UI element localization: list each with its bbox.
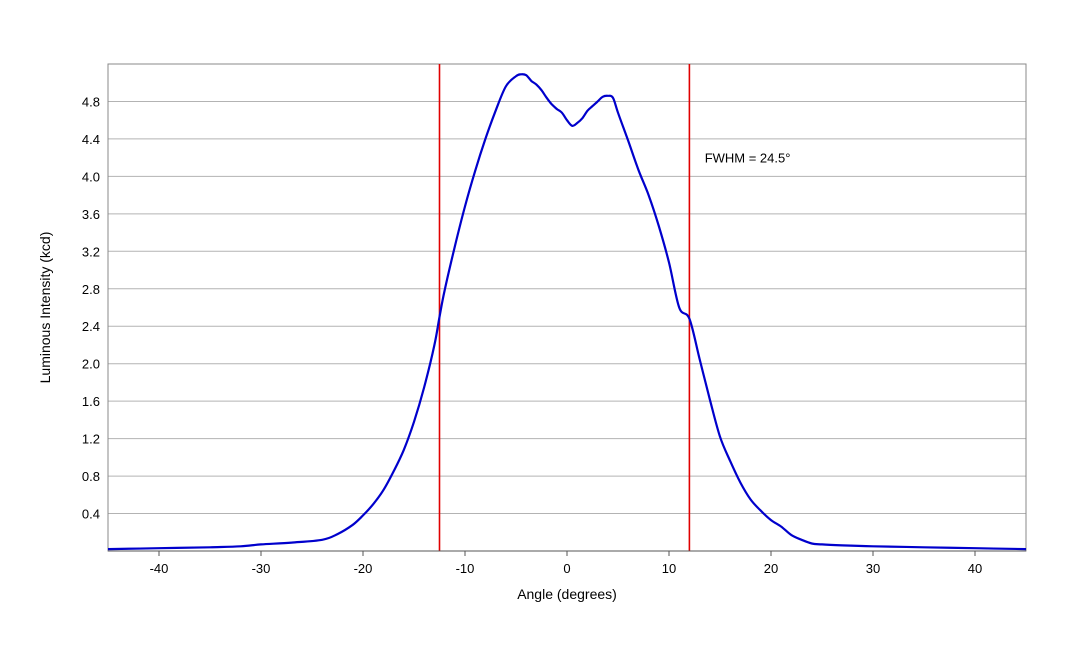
series-layer <box>107 73 1027 551</box>
y-tick-label: 4.8 <box>82 94 100 109</box>
label-layer: 0.4 0.8 1.2 1.6 2.0 2.4 2.8 3.2 3.6 4.0 4.4 4.8 -40 -… <box>82 94 982 576</box>
axis-layer <box>108 550 1026 556</box>
x-tick-label: 30 <box>866 561 880 576</box>
y-tick-label: 2.0 <box>82 357 100 372</box>
x-tick-label: 10 <box>662 561 676 576</box>
intensity-series-line <box>107 73 1027 551</box>
x-tick-label: 40 <box>968 561 982 576</box>
y-tick-label: 0.8 <box>82 469 100 484</box>
y-tick-label: 1.6 <box>82 394 100 409</box>
y-tick-label: 4.4 <box>82 132 100 147</box>
fwhm-annotation: FWHM = 24.5° <box>705 150 791 165</box>
y-tick-label: 0.4 <box>82 507 100 522</box>
plot-frame <box>107 63 1027 552</box>
y-tick-label: 4.0 <box>82 169 100 184</box>
y-axis-title: Luminous Intensity (kcd) <box>37 232 53 384</box>
y-tick-label: 3.6 <box>82 207 100 222</box>
y-tick-label: 3.2 <box>82 244 100 259</box>
grid-layer <box>108 100 1026 515</box>
y-tick-label: 2.4 <box>82 319 100 334</box>
x-axis-title: Angle (degrees) <box>517 586 617 602</box>
x-tick-label: 0 <box>563 561 570 576</box>
y-tick-label: 1.2 <box>82 432 100 447</box>
y-tick-label: 2.8 <box>82 282 100 297</box>
x-tick-label: -30 <box>252 561 271 576</box>
reference-lines <box>438 64 691 551</box>
x-tick-label: -10 <box>456 561 475 576</box>
x-tick-label: -20 <box>354 561 373 576</box>
x-tick-label: -40 <box>150 561 169 576</box>
x-tick-label: 20 <box>764 561 778 576</box>
